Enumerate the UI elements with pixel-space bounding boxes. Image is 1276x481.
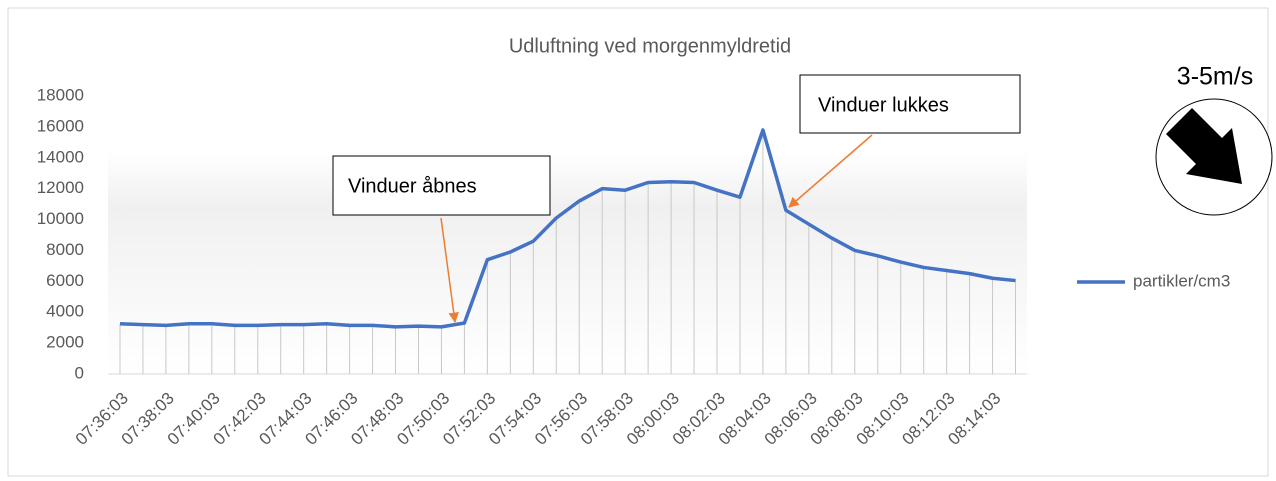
y-tick-label: 8000 xyxy=(46,240,84,259)
y-tick-label: 18000 xyxy=(37,85,84,104)
y-tick-label: 16000 xyxy=(37,116,84,135)
wind-label: 3-5m/s xyxy=(1177,63,1253,91)
plot-background xyxy=(108,150,1027,374)
annotation-box xyxy=(332,155,551,216)
annotation: Vinduer åbnes xyxy=(348,175,477,197)
y-tick-label: 10000 xyxy=(37,209,84,228)
y-tick-label: 6000 xyxy=(46,271,84,290)
annotation: Vinduer lukkes xyxy=(818,94,949,116)
annotation-box xyxy=(799,74,1021,134)
y-tick-label: 2000 xyxy=(46,333,84,352)
wind-arrow xyxy=(1166,108,1242,184)
annotation-arrow xyxy=(788,134,873,208)
y-tick-label: 14000 xyxy=(37,147,84,166)
annotation-arrow xyxy=(440,217,459,324)
chart-title: Udluftning ved morgenmyldretid xyxy=(509,35,791,57)
series-line xyxy=(119,128,1016,329)
legend-label: partikler/cm3 xyxy=(1133,271,1230,290)
y-tick-label: 4000 xyxy=(46,302,84,321)
y-tick-label: 12000 xyxy=(37,178,84,197)
y-tick-label: 0 xyxy=(75,363,84,382)
